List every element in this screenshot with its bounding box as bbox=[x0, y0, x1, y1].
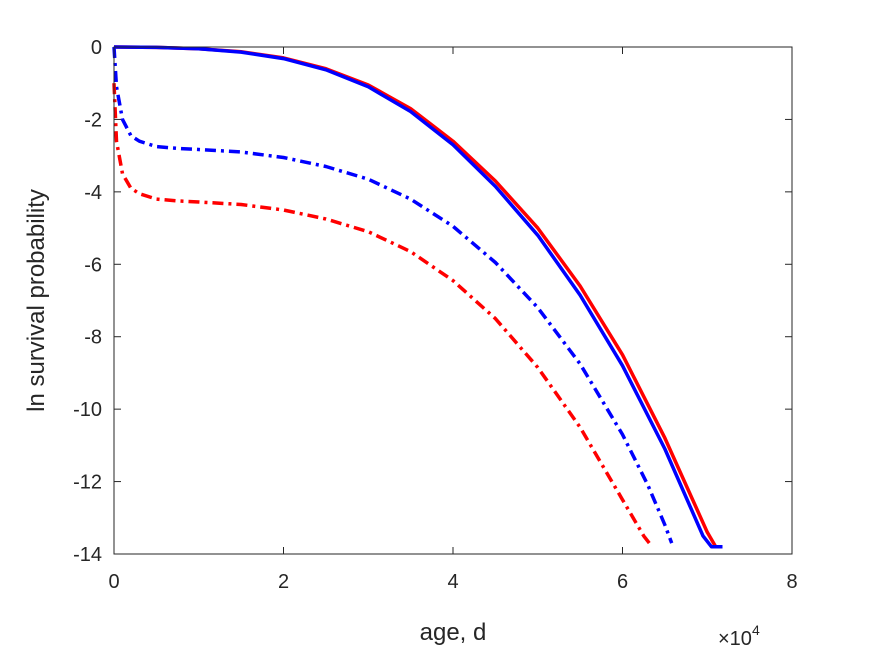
y-tick-label: -12 bbox=[73, 472, 102, 494]
x-exponent-power: 4 bbox=[752, 622, 760, 638]
series-line-3 bbox=[112, 46, 674, 544]
y-tick-label: -14 bbox=[73, 544, 102, 566]
axes-layer: 0 2 4 6 8 0 -2 -4 -6 -8 -10 -12 -14 bbox=[73, 37, 797, 593]
series-line-2 bbox=[113, 45, 723, 549]
series-layer bbox=[112, 45, 723, 549]
x-tick-label: 0 bbox=[108, 571, 119, 593]
x-exponent-label: ×104 bbox=[718, 622, 760, 650]
x-tick-label: 2 bbox=[278, 571, 289, 593]
y-tick-label: -6 bbox=[84, 254, 102, 276]
y-tick-label: -4 bbox=[84, 182, 102, 204]
y-tick-label: -2 bbox=[84, 109, 102, 131]
x-tick-label: 4 bbox=[447, 571, 458, 593]
x-axis-label: age, d bbox=[420, 619, 487, 646]
x-tick-label: 8 bbox=[786, 571, 797, 593]
x-exponent-base: ×10 bbox=[718, 628, 752, 650]
x-tick-label: 6 bbox=[617, 571, 628, 593]
series-line-4 bbox=[112, 83, 654, 548]
y-axis-label: ln survival probability bbox=[23, 189, 50, 412]
y-tick-label: -8 bbox=[84, 327, 102, 349]
plot-area bbox=[114, 47, 792, 554]
y-tick-label: 0 bbox=[91, 37, 102, 59]
y-tick-label: -10 bbox=[73, 399, 102, 421]
plot-background bbox=[114, 47, 792, 554]
